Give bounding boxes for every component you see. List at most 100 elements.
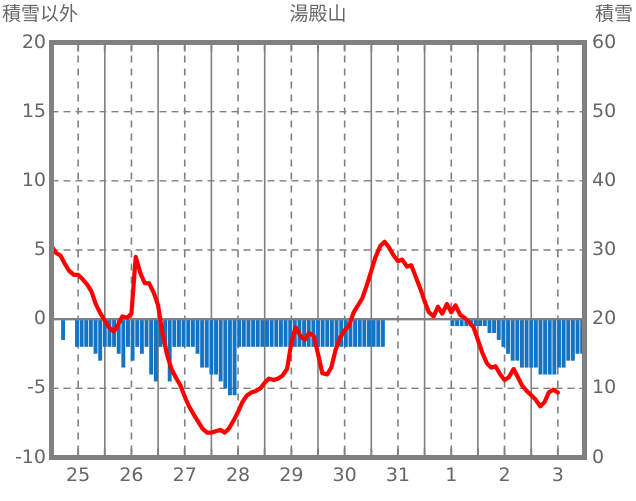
snow-depth-bar	[126, 319, 130, 347]
snow-depth-bar	[320, 319, 325, 347]
snow-depth-bar	[519, 319, 524, 368]
snow-depth-bar	[172, 319, 177, 347]
right-axis-title: 積雪	[594, 3, 633, 25]
snow-depth-bar	[380, 319, 385, 347]
snow-depth-bar	[186, 319, 191, 347]
snow-depth-bar	[510, 319, 515, 361]
x-axis-tick-label: 30	[332, 464, 357, 486]
left-axis-tick-label: 5	[33, 238, 46, 260]
left-axis-tick-label: -5	[27, 376, 46, 399]
snow-depth-bar	[218, 319, 223, 382]
snow-depth-bar	[515, 319, 520, 361]
snow-depth-bar	[209, 319, 214, 375]
chart-title: 湯殿山	[289, 3, 347, 25]
x-axis-tick-label: 2	[498, 464, 511, 486]
snow-depth-bar	[357, 319, 362, 347]
snow-depth-bar	[501, 319, 506, 347]
snow-depth-bar	[274, 319, 279, 347]
snow-depth-bar	[195, 319, 200, 354]
snow-depth-bar	[139, 319, 144, 354]
snow-depth-bar	[547, 319, 552, 375]
snow-depth-bar	[153, 319, 158, 382]
snow-depth-bar	[93, 319, 98, 354]
snow-depth-bar	[265, 319, 269, 347]
snow-depth-bar	[311, 319, 316, 347]
snow-depth-bar	[167, 319, 172, 382]
snow-depth-bar	[130, 319, 135, 361]
right-axis-tick-label: 40	[592, 168, 617, 191]
x-axis-tick-label: 31	[385, 464, 411, 486]
snow-depth-bar	[506, 319, 510, 354]
snow-depth-bar	[561, 319, 566, 368]
x-axis-tick-label: 1	[445, 464, 458, 486]
snow-depth-bar	[75, 319, 79, 347]
snow-depth-bar	[181, 319, 186, 347]
snow-depth-bar	[107, 319, 112, 347]
snow-depth-bar	[482, 319, 487, 327]
x-axis-tick-label: 28	[225, 464, 251, 486]
left-axis-title: 積雪以外	[2, 3, 79, 25]
snow-depth-bar	[538, 319, 543, 375]
snow-depth-bar	[566, 319, 571, 361]
x-axis-tick-label: 3	[551, 464, 564, 486]
left-axis-tick-label: 15	[21, 99, 46, 122]
left-axis-tick-label: 10	[21, 168, 46, 191]
snow-depth-bar	[190, 319, 195, 347]
snow-depth-bar	[575, 319, 580, 354]
snow-depth-bar	[269, 319, 274, 347]
snow-depth-bar	[343, 319, 348, 347]
snow-depth-bar	[496, 319, 501, 340]
right-axis-tick-label: 10	[592, 376, 617, 399]
x-axis-tick-label: 27	[172, 464, 197, 486]
snow-depth-bars	[61, 319, 585, 396]
snow-depth-bar	[552, 319, 557, 375]
snow-depth-bar	[325, 319, 330, 347]
snow-depth-bar	[98, 319, 103, 361]
x-axis-tick-label: 26	[119, 464, 144, 486]
snow-depth-bar	[478, 319, 483, 327]
snow-depth-bar	[278, 319, 283, 347]
snow-depth-bar	[459, 319, 464, 327]
snow-depth-bar	[241, 319, 246, 347]
right-axis-tick-label: 0	[592, 445, 605, 468]
snow-depth-bar	[246, 319, 251, 347]
snow-depth-bar	[288, 319, 293, 347]
x-axis-tick-label: 25	[66, 464, 91, 486]
snow-depth-bar	[144, 319, 149, 347]
snow-depth-bar	[149, 319, 154, 375]
left-axis-tick-label: 20	[21, 30, 46, 53]
snow-depth-bar	[557, 319, 561, 368]
snow-depth-bar	[177, 319, 181, 347]
snow-depth-bar	[88, 319, 93, 347]
snow-depth-bar	[455, 319, 459, 327]
snow-depth-bar	[121, 319, 126, 368]
snow-depth-bar	[116, 319, 121, 354]
snow-depth-bar	[260, 319, 265, 347]
snow-depth-bar	[464, 319, 469, 327]
snow-depth-bar	[61, 319, 66, 340]
snow-depth-bar	[450, 319, 455, 327]
right-axis-tick-label: 30	[592, 238, 617, 260]
snow-depth-bar	[371, 319, 376, 347]
snow-depth-bar	[362, 319, 367, 347]
snow-depth-bar	[329, 319, 334, 347]
snow-depth-bar	[334, 319, 339, 347]
snow-depth-bar	[223, 319, 228, 389]
snow-depth-bar	[570, 319, 575, 361]
snow-depth-bar	[79, 319, 84, 347]
snow-depth-bar	[237, 319, 242, 347]
snow-depth-bar	[204, 319, 209, 368]
snow-depth-bar	[533, 319, 538, 368]
snow-depth-bar	[200, 319, 205, 368]
snow-depth-bar	[487, 319, 492, 333]
snow-depth-bar	[135, 319, 140, 347]
snow-depth-bar	[367, 319, 371, 347]
snow-depth-bar	[353, 319, 358, 347]
right-axis-tick-label: 50	[592, 99, 617, 122]
snow-depth-bar	[283, 319, 288, 347]
left-axis-tick-label: 0	[33, 307, 46, 330]
snow-depth-bar	[492, 319, 497, 333]
snow-depth-bar	[251, 319, 256, 347]
